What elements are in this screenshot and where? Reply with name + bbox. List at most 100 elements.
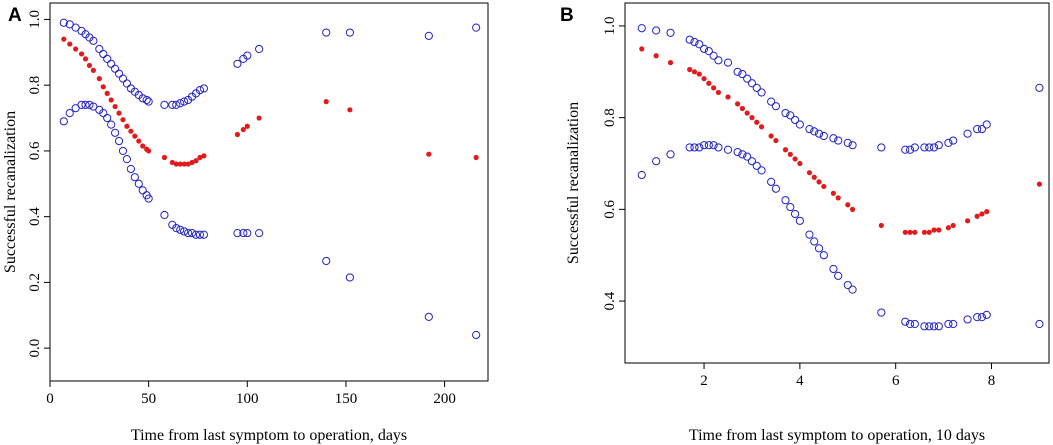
point-upper-bound (757, 88, 766, 97)
point-lower-bound (699, 141, 709, 150)
point-estimate (964, 218, 971, 224)
point-estimate (691, 69, 698, 75)
point-upper-bound (345, 28, 354, 37)
point-upper-bound (114, 69, 124, 78)
y-tick-label: 0.8 (27, 76, 43, 95)
point-upper-bound (843, 138, 852, 147)
point-estimate (96, 76, 102, 82)
point-upper-bound (233, 59, 242, 68)
point-upper-bound (690, 37, 699, 47)
y-axis-label: Successful recanalization (565, 102, 582, 264)
point-upper-bound (910, 143, 919, 152)
point-estimate (907, 229, 913, 235)
point-upper-bound (685, 35, 694, 44)
point-upper-bound (848, 141, 857, 150)
point-upper-bound (877, 143, 886, 152)
point-upper-bound (781, 108, 790, 118)
point-upper-bound (934, 141, 943, 150)
point-lower-bound (126, 164, 135, 174)
point-estimate (347, 107, 353, 113)
point-lower-bound (239, 228, 248, 238)
point-estimate (797, 160, 803, 167)
point-estimate (116, 110, 122, 116)
point-estimate (193, 158, 199, 164)
point-estimate (128, 128, 134, 134)
point-estimate (256, 115, 262, 121)
point-upper-bound (805, 125, 814, 134)
y-tick-label: 0.4 (602, 291, 618, 310)
point-estimate (639, 46, 645, 52)
point-lower-bound (81, 100, 90, 109)
x-tick-label: 200 (433, 391, 456, 407)
point-upper-bound (652, 26, 661, 35)
point-estimate (108, 97, 114, 103)
point-estimate (974, 213, 980, 219)
point-estimate (201, 153, 207, 159)
point-estimate (323, 99, 329, 105)
point-estimate (706, 80, 712, 86)
point-estimate (161, 154, 168, 161)
point-upper-bound (176, 99, 185, 108)
point-lower-bound (138, 186, 147, 195)
x-tick-label: 150 (335, 391, 358, 407)
point-lower-bound (424, 312, 433, 322)
point-estimate (240, 126, 246, 133)
point-upper-bound (747, 79, 757, 88)
point-upper-bound (771, 102, 781, 111)
x-tick-label: 100 (236, 391, 259, 407)
x-tick-label: 4 (796, 373, 804, 389)
point-estimate (185, 161, 191, 167)
point-estimate (90, 67, 97, 73)
point-upper-bound (743, 74, 752, 83)
plot-frame (624, 2, 1050, 364)
point-estimate (926, 229, 932, 235)
point-lower-bound (99, 109, 108, 118)
point-lower-bound (704, 141, 713, 150)
point-estimate (811, 174, 817, 180)
point-estimate (984, 209, 990, 215)
point-upper-bound (180, 97, 189, 106)
point-lower-bound (963, 315, 972, 324)
point-lower-bound (795, 216, 804, 225)
point-upper-bound (905, 145, 915, 154)
point-upper-bound (160, 100, 169, 109)
point-lower-bound (819, 251, 828, 260)
point-lower-bound (176, 225, 185, 234)
point-lower-bound (920, 322, 929, 331)
point-upper-bound (89, 36, 98, 45)
point-estimate (754, 119, 760, 125)
point-lower-bound (134, 179, 143, 188)
point-estimate (849, 206, 856, 212)
point-lower-bound (172, 224, 181, 233)
point-upper-bound (255, 44, 264, 54)
point-lower-bound (180, 227, 189, 236)
point-lower-bound (910, 319, 919, 329)
point-estimate (100, 84, 106, 90)
point-upper-bound (819, 131, 828, 141)
point-upper-bound (695, 40, 704, 49)
point-estimate (979, 211, 985, 217)
series-lower-bound (637, 141, 1044, 331)
point-upper-bound (963, 129, 972, 138)
point-lower-bound (107, 120, 116, 129)
point-estimate (768, 133, 774, 139)
point-upper-bound (103, 54, 112, 63)
point-estimate (78, 51, 85, 57)
point-lower-bound (982, 310, 991, 319)
point-estimate (816, 179, 822, 185)
point-lower-bound (829, 264, 838, 274)
point-estimate (821, 183, 827, 190)
point-lower-bound (187, 228, 197, 238)
point-lower-bound (243, 228, 252, 238)
point-upper-bound (172, 100, 181, 109)
point-estimate (912, 229, 918, 235)
point-estimate (936, 227, 942, 233)
point-lower-bound (255, 228, 264, 238)
point-upper-bound (767, 97, 776, 106)
point-estimate (749, 115, 755, 121)
point-lower-bound (1035, 319, 1044, 329)
point-lower-bound (929, 322, 939, 331)
point-lower-bound (77, 100, 86, 109)
point-estimate (653, 53, 659, 59)
point-upper-bound (709, 51, 718, 60)
